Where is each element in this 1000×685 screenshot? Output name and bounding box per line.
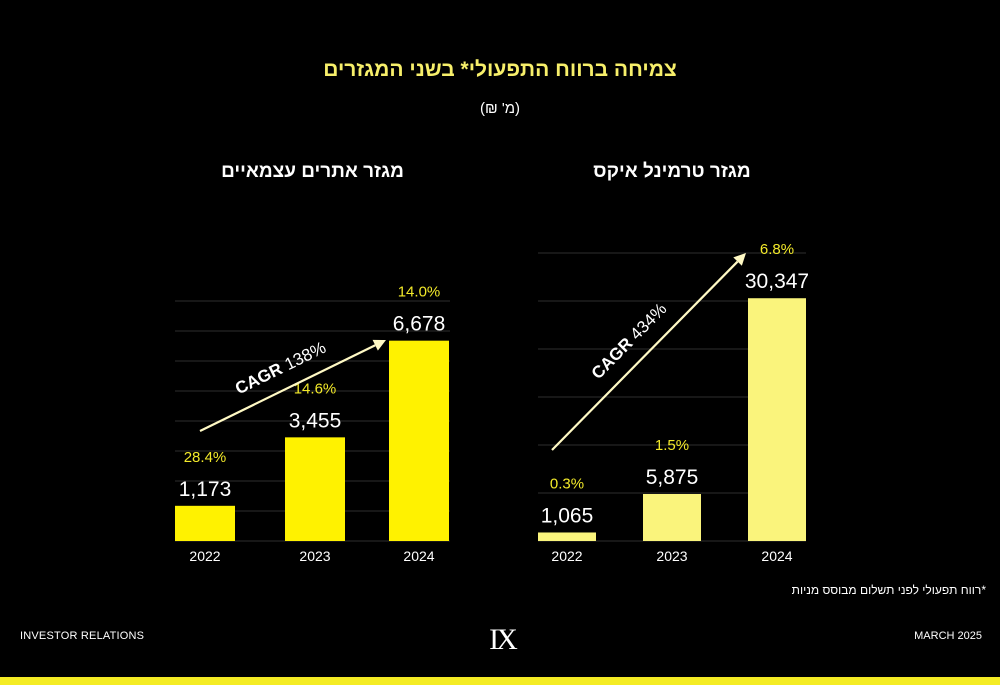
investor-relations-label: INVESTOR RELATIONS [20, 630, 145, 642]
cagr-arrow-head [372, 339, 386, 351]
bar-2023 [285, 437, 345, 541]
value-label-2023: 3,455 [289, 409, 342, 432]
date-label: MARCH 2025 [914, 630, 982, 642]
left-chart-title: מגזר אתרים עצמאיים [221, 161, 404, 182]
cagr-label-word: CAGR [588, 334, 637, 383]
bottom-accent-bar [0, 677, 1000, 685]
bar-2022 [538, 532, 596, 541]
page-subtitle-units: (מ' ₪) [479, 100, 521, 117]
x-tick-2022: 2022 [189, 548, 220, 564]
cagr-arrow-line [551, 260, 739, 451]
margin-label-2022: 28.4% [184, 449, 227, 466]
value-label-2022: 1,173 [179, 478, 232, 501]
margin-label-2023: 14.6% [294, 380, 337, 397]
margin-label-2022: 0.3% [550, 475, 584, 492]
bar-2023 [643, 494, 701, 541]
cagr-arrow-head [733, 253, 746, 266]
bar-2024 [389, 340, 449, 541]
value-label-2024: 30,347 [745, 270, 809, 293]
value-label-2023: 5,875 [646, 466, 699, 489]
value-label-2022: 1,065 [541, 504, 594, 527]
cagr-arrow-line [199, 344, 376, 432]
x-tick-2023: 2023 [656, 548, 687, 564]
x-tick-2023: 2023 [299, 548, 330, 564]
bar-2024 [748, 298, 806, 541]
x-tick-2024: 2024 [761, 548, 792, 564]
ix-logo-icon: IX [489, 623, 521, 656]
x-tick-2024: 2024 [403, 548, 434, 564]
margin-label-2023: 1.5% [655, 437, 689, 454]
right-bar-chart: 1,065 0.3% 2022 5,875 1.5% 2023 30,347 6.8% 2024… [538, 241, 809, 564]
x-tick-2022: 2022 [551, 548, 582, 564]
left-bar-chart: 1,173 28.4% 2022 3,455 14.6% 2023 6,678 14.0% 20… [175, 284, 450, 564]
bar-2022 [175, 505, 235, 541]
page-title: צמיחה ברווח התפעולי* בשני המגזרים [323, 58, 677, 81]
margin-label-2024: 14.0% [398, 284, 441, 301]
footnote: *רווח תפעולי לפני תשלום מבוסס מניות [791, 583, 986, 597]
right-chart-title: מגזר טרמינל איקס [593, 161, 751, 182]
value-label-2024: 6,678 [393, 313, 446, 336]
logo-text: IX [489, 623, 518, 656]
margin-label-2024: 6.8% [760, 241, 794, 258]
